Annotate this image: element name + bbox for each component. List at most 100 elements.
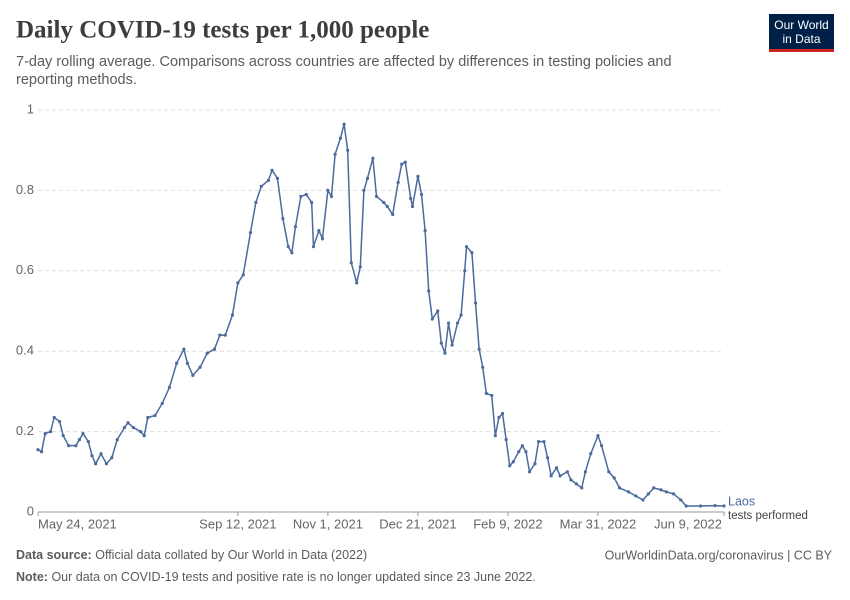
y-tick-label: 0.2 xyxy=(16,423,34,438)
data-point xyxy=(358,265,362,269)
data-point xyxy=(290,251,294,255)
data-point xyxy=(333,152,337,156)
data-point xyxy=(664,490,668,494)
y-tick-label: 0.8 xyxy=(16,182,34,197)
data-point xyxy=(508,464,512,468)
data-point xyxy=(484,391,488,396)
y-tick-label: 0.6 xyxy=(16,262,34,277)
data-point xyxy=(342,122,346,126)
data-point xyxy=(504,438,508,442)
data-point xyxy=(400,162,404,166)
data-point xyxy=(403,160,407,164)
note-text: Our data on COVID-19 tests and positive … xyxy=(51,570,535,584)
data-point xyxy=(110,456,114,460)
data-point xyxy=(248,231,253,235)
data-point xyxy=(198,365,202,369)
data-point xyxy=(679,498,683,502)
data-point xyxy=(36,448,40,452)
data-point xyxy=(371,156,375,160)
data-point xyxy=(94,462,98,466)
series-sublabel: tests performed xyxy=(728,510,808,522)
data-point xyxy=(182,347,186,351)
data-point xyxy=(61,434,65,438)
data-point xyxy=(241,273,245,277)
credit[interactable]: OurWorldinData.org/coronavirus | CC BY xyxy=(605,548,833,562)
data-point xyxy=(423,229,427,233)
data-point xyxy=(191,373,195,377)
data-point xyxy=(410,204,415,209)
logo-text: Our World xyxy=(774,18,828,32)
data-point xyxy=(409,196,413,201)
data-point xyxy=(58,419,62,424)
y-tick-label: 0 xyxy=(27,503,34,518)
data-point xyxy=(49,430,53,434)
x-tick-label: Feb 9, 2022 xyxy=(473,516,542,531)
data-point xyxy=(146,415,150,420)
data-point xyxy=(317,229,321,233)
data-point xyxy=(142,434,146,438)
data-point xyxy=(580,486,584,490)
data-point xyxy=(464,245,469,249)
data-point xyxy=(90,454,94,458)
data-point xyxy=(671,492,676,496)
data-point xyxy=(659,488,663,492)
x-tick-label: Mar 31, 2022 xyxy=(560,516,637,531)
data-point xyxy=(497,415,501,420)
data-point xyxy=(427,289,431,293)
data-point xyxy=(536,440,541,444)
data-point xyxy=(511,460,515,464)
data-point xyxy=(527,470,532,474)
data-point xyxy=(236,281,240,285)
note: Note: Our data on COVID-19 tests and pos… xyxy=(16,570,536,584)
data-point xyxy=(329,194,334,199)
data-point xyxy=(266,178,271,182)
series-label: Laos xyxy=(728,494,755,508)
data-point xyxy=(722,504,726,508)
data-point xyxy=(490,393,494,398)
x-tick-label: Dec 21, 2021 xyxy=(379,516,456,531)
data-point xyxy=(304,192,308,197)
data-point xyxy=(626,490,631,494)
data-point xyxy=(275,176,280,180)
data-point xyxy=(104,462,109,466)
data-point xyxy=(281,216,285,221)
data-point xyxy=(167,385,172,389)
data-point xyxy=(436,309,440,313)
data-point xyxy=(569,478,573,482)
data-point xyxy=(74,444,78,448)
data-point xyxy=(126,421,130,425)
data-point xyxy=(67,444,71,448)
data-point xyxy=(520,444,524,448)
data-point xyxy=(205,351,209,355)
data-point xyxy=(175,361,179,365)
source-text: Official data collated by Our World in D… xyxy=(95,548,367,562)
data-point xyxy=(652,486,656,490)
data-point xyxy=(646,492,650,496)
data-point xyxy=(122,425,127,430)
data-point xyxy=(349,261,353,265)
data-point xyxy=(617,486,622,490)
data-point xyxy=(446,321,451,325)
data-point xyxy=(684,504,688,508)
data-point xyxy=(596,434,600,438)
data-point xyxy=(641,498,645,502)
data-point xyxy=(439,341,443,345)
data-point xyxy=(634,494,638,498)
data-point xyxy=(545,456,550,460)
data-point xyxy=(391,212,395,217)
data-point xyxy=(310,200,314,205)
data-point xyxy=(574,482,578,486)
logo[interactable]: Our World in Data xyxy=(769,14,834,52)
data-point xyxy=(470,251,474,255)
data-point xyxy=(311,245,316,249)
data-point xyxy=(477,347,481,351)
data-point xyxy=(443,351,447,355)
logo-text: in Data xyxy=(782,32,820,46)
data-point xyxy=(40,450,44,454)
data-point xyxy=(299,194,303,199)
data-point xyxy=(607,470,611,474)
subtitle: 7-day rolling average. Comparisons acros… xyxy=(16,54,672,70)
data-point xyxy=(416,174,420,178)
data-point xyxy=(612,476,616,480)
data-point xyxy=(533,462,537,466)
